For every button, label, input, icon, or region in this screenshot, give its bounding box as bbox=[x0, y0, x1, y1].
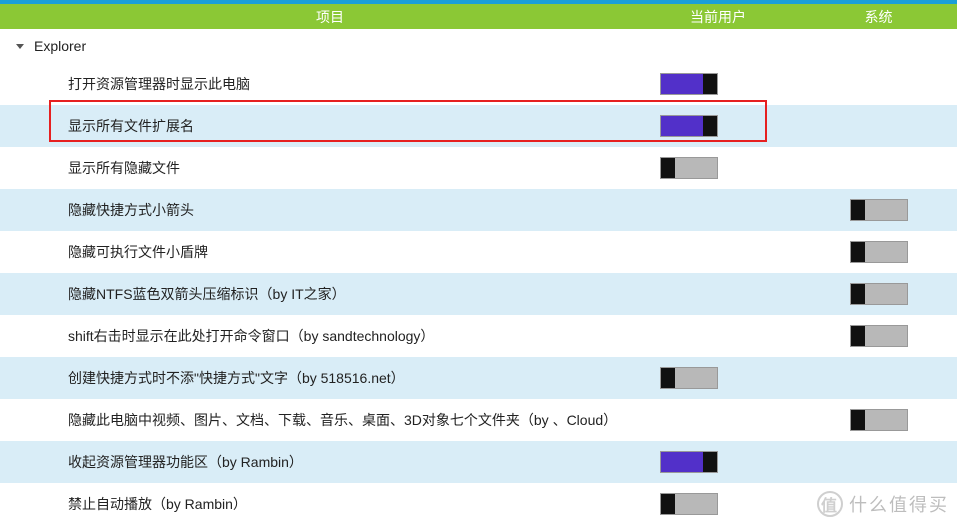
system-toggle-cell bbox=[800, 409, 957, 431]
table-row: 显示所有文件扩展名 bbox=[0, 105, 957, 147]
setting-label: 打开资源管理器时显示此电脑 bbox=[0, 74, 660, 94]
setting-label: 隐藏快捷方式小箭头 bbox=[0, 200, 660, 220]
table-row: 打开资源管理器时显示此电脑 bbox=[0, 63, 957, 105]
group-header-explorer[interactable]: Explorer bbox=[0, 29, 957, 63]
system-toggle[interactable] bbox=[850, 199, 908, 221]
setting-label: 显示所有文件扩展名 bbox=[0, 116, 660, 136]
user-toggle-cell bbox=[660, 115, 800, 137]
setting-label: 显示所有隐藏文件 bbox=[0, 158, 660, 178]
system-toggle-cell bbox=[800, 325, 957, 347]
user-toggle-cell bbox=[660, 157, 800, 179]
setting-label: 禁止自动播放（by Rambin） bbox=[0, 494, 660, 514]
setting-label: 收起资源管理器功能区（by Rambin） bbox=[0, 452, 660, 472]
table-row: 创建快捷方式时不添"快捷方式"文字（by 518516.net） bbox=[0, 357, 957, 399]
toggle-knob bbox=[661, 494, 675, 514]
setting-label: shift右击时显示在此处打开命令窗口（by sandtechnology） bbox=[0, 326, 660, 346]
header-user-label: 当前用户 bbox=[660, 7, 800, 27]
user-toggle[interactable] bbox=[660, 157, 718, 179]
table-row: 收起资源管理器功能区（by Rambin） bbox=[0, 441, 957, 483]
toggle-knob bbox=[851, 410, 865, 430]
table-row: 显示所有隐藏文件 bbox=[0, 147, 957, 189]
user-toggle-cell bbox=[660, 451, 800, 473]
setting-label: 隐藏可执行文件小盾牌 bbox=[0, 242, 660, 262]
table-header: 项目 当前用户 系统 bbox=[0, 4, 957, 29]
toggle-knob bbox=[661, 368, 675, 388]
system-toggle-cell bbox=[800, 283, 957, 305]
table-row: 隐藏可执行文件小盾牌 bbox=[0, 231, 957, 273]
user-toggle[interactable] bbox=[660, 493, 718, 515]
toggle-knob bbox=[703, 116, 717, 136]
table-row: shift右击时显示在此处打开命令窗口（by sandtechnology） bbox=[0, 315, 957, 357]
user-toggle[interactable] bbox=[660, 115, 718, 137]
user-toggle-cell bbox=[660, 493, 800, 515]
setting-label: 创建快捷方式时不添"快捷方式"文字（by 518516.net） bbox=[0, 368, 660, 388]
toggle-knob bbox=[851, 326, 865, 346]
system-toggle-cell bbox=[800, 241, 957, 263]
system-toggle[interactable] bbox=[850, 241, 908, 263]
settings-list: 打开资源管理器时显示此电脑显示所有文件扩展名显示所有隐藏文件隐藏快捷方式小箭头隐… bbox=[0, 63, 957, 525]
setting-label: 隐藏NTFS蓝色双箭头压缩标识（by IT之家） bbox=[0, 284, 660, 304]
table-row: 隐藏NTFS蓝色双箭头压缩标识（by IT之家） bbox=[0, 273, 957, 315]
system-toggle-cell bbox=[800, 199, 957, 221]
user-toggle[interactable] bbox=[660, 73, 718, 95]
system-toggle[interactable] bbox=[850, 409, 908, 431]
toggle-knob bbox=[703, 74, 717, 94]
table-row: 隐藏此电脑中视频、图片、文档、下载、音乐、桌面、3D对象七个文件夹（by 、Cl… bbox=[0, 399, 957, 441]
header-item-label: 项目 bbox=[0, 7, 660, 27]
system-toggle[interactable] bbox=[850, 325, 908, 347]
toggle-knob bbox=[851, 242, 865, 262]
header-system-label: 系统 bbox=[800, 7, 957, 27]
table-row: 禁止自动播放（by Rambin） bbox=[0, 483, 957, 525]
tree-collapse-icon[interactable] bbox=[14, 40, 26, 52]
group-name: Explorer bbox=[34, 38, 86, 54]
user-toggle-cell bbox=[660, 367, 800, 389]
toggle-knob bbox=[661, 158, 675, 178]
toggle-knob bbox=[703, 452, 717, 472]
user-toggle-cell bbox=[660, 73, 800, 95]
toggle-knob bbox=[851, 284, 865, 304]
setting-label: 隐藏此电脑中视频、图片、文档、下载、音乐、桌面、3D对象七个文件夹（by 、Cl… bbox=[0, 410, 660, 430]
toggle-knob bbox=[851, 200, 865, 220]
table-row: 隐藏快捷方式小箭头 bbox=[0, 189, 957, 231]
user-toggle[interactable] bbox=[660, 451, 718, 473]
user-toggle[interactable] bbox=[660, 367, 718, 389]
system-toggle[interactable] bbox=[850, 283, 908, 305]
